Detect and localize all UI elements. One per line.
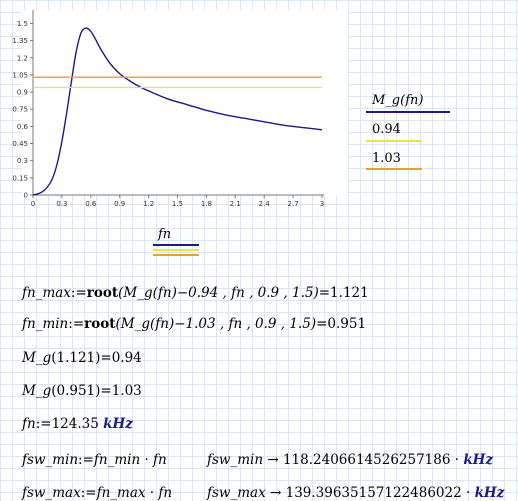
y-tick-label: 0.15 — [12, 174, 28, 182]
y-tick-label: 0 — [24, 192, 28, 200]
x-tick-label: 1.5 — [172, 200, 183, 208]
expr-fsw-max-symbolic[interactable]: fsw_max → 139.39635157122486022 · kHz — [207, 485, 504, 501]
assign-op: := — [78, 452, 94, 468]
x-legend-label: fn — [158, 227, 172, 242]
root-arg-rest: −1.03 , fn , 0.9 , 1.5) — [174, 316, 317, 332]
legend-entry-0.94: 0.94 — [372, 122, 401, 137]
x-tick-label: 0.9 — [114, 200, 125, 208]
assign-op: := — [68, 316, 85, 332]
y-tick-label: 1.35 — [12, 37, 28, 45]
x-tick-label: 2.7 — [288, 200, 299, 208]
y-tick-label: 0.3 — [17, 157, 28, 165]
mg-arg: (0.951) — [51, 383, 101, 399]
y-tick-label: 0.75 — [12, 106, 28, 114]
arrow-op: → — [263, 452, 283, 468]
legend-title: M_g(fn) — [372, 93, 424, 108]
legend-title-underline — [366, 111, 450, 113]
fsw-min-r-lhs: fsw_min — [207, 452, 264, 468]
arrow-op: → — [265, 485, 286, 501]
x-tick-label: 2.4 — [259, 200, 271, 208]
expr-fsw-max[interactable]: fsw_max:=fn_max · fn — [22, 485, 172, 501]
plot-region: 0 0.3 0.6 0.9 1.2 1.5 1.8 2.1 2.4 2.7 3 0 0.15 0.3 0.4… — [12, 10, 348, 208]
fsw-max-lhs: fsw_max — [22, 485, 81, 501]
y-tick-label: 1.2 — [17, 54, 28, 62]
fsw-max-r-lhs: fsw_max — [207, 485, 266, 501]
mg-func: M_g — [22, 350, 52, 366]
fn-value: 124.35 — [51, 416, 99, 432]
plot-background — [22, 10, 348, 195]
root-arg-open: (M_g(fn) — [118, 285, 177, 301]
plot-series — [32, 27, 323, 196]
assign-op: := — [35, 416, 52, 432]
expr-fn-min[interactable]: fn_min:=root(M_g(fn)−1.03 , fn , 0.9 , 1… — [22, 316, 366, 332]
fn-max-result: =1.121 — [318, 285, 369, 301]
fn-max-lhs: fn_max — [22, 285, 71, 301]
legend-line-1.03 — [366, 168, 422, 170]
legend-entry-1.03: 1.03 — [372, 151, 401, 166]
root-func: root — [86, 285, 119, 301]
expr-fn-def[interactable]: fn:=124.35 kHz — [22, 416, 133, 432]
fn-min-result: =0.951 — [316, 316, 367, 332]
expr-mg-0951[interactable]: M_g(0.951)=1.03 — [22, 383, 142, 399]
assign-op: := — [70, 285, 87, 301]
x-tick-label: 0 — [31, 200, 35, 208]
fsw-max-unit: kHz — [474, 485, 505, 501]
expr-fsw-min[interactable]: fsw_min:=fn_min · fn — [22, 452, 167, 468]
assign-op: := — [80, 485, 97, 501]
expr-mg-1121[interactable]: M_g(1.121)=0.94 — [22, 350, 142, 366]
fsw-max-rhs: fn_max · fn — [96, 485, 173, 501]
fn-lhs: fn — [22, 416, 36, 432]
fsw-min-value: 118.2406614526257186 · — [282, 452, 460, 468]
root-arg-open: (M_g(fn) — [115, 316, 175, 332]
expr-fn-max[interactable]: fn_max:=root(M_g(fn)−0.94 , fn , 0.9 , 1… — [22, 285, 369, 301]
x-legend-line-series — [153, 244, 199, 246]
x-tick-label: 3 — [320, 200, 324, 208]
expr-fsw-min-symbolic[interactable]: fsw_min → 118.2406614526257186 · kHz — [207, 452, 493, 468]
x-tick-label: 0.6 — [85, 200, 97, 208]
mg-arg: (1.121) — [51, 350, 101, 366]
fsw-min-unit: kHz — [463, 452, 494, 468]
series-line-M_g(fn) — [32, 27, 323, 196]
y-tick-label: 1.05 — [12, 71, 28, 79]
plot-axes: 0 0.3 0.6 0.9 1.2 1.5 1.8 2.1 2.4 2.7 3 0 0.15 0.3 0.4… — [12, 10, 324, 208]
fsw-min-rhs: fn_min · fn — [93, 452, 167, 468]
y-tick-label: 0.6 — [17, 123, 29, 131]
fn-min-lhs: fn_min — [22, 316, 69, 332]
root-func: root — [84, 316, 116, 332]
x-legend-line-0.94 — [153, 249, 199, 251]
fsw-min-lhs: fsw_min — [22, 452, 79, 468]
mg-result: =0.94 — [100, 350, 142, 366]
x-tick-label: 1.2 — [143, 200, 154, 208]
root-arg-rest: −0.94 , fn , 0.9 , 1.5) — [176, 285, 319, 301]
y-tick-label: 1.5 — [17, 20, 28, 28]
x-tick-label: 1.8 — [201, 200, 212, 208]
y-tick-label: 0.9 — [17, 89, 28, 97]
x-tick-label: 0.3 — [56, 200, 67, 208]
y-tick-label: 0.45 — [12, 140, 28, 148]
mg-result: =1.03 — [100, 383, 142, 399]
fsw-max-value: 139.39635157122486022 · — [285, 485, 471, 501]
legend-line-0.94 — [366, 140, 422, 142]
mg-func: M_g — [22, 383, 52, 399]
x-tick-label: 2.1 — [230, 200, 241, 208]
fn-unit: kHz — [103, 416, 133, 432]
x-legend-line-1.03 — [153, 254, 199, 256]
